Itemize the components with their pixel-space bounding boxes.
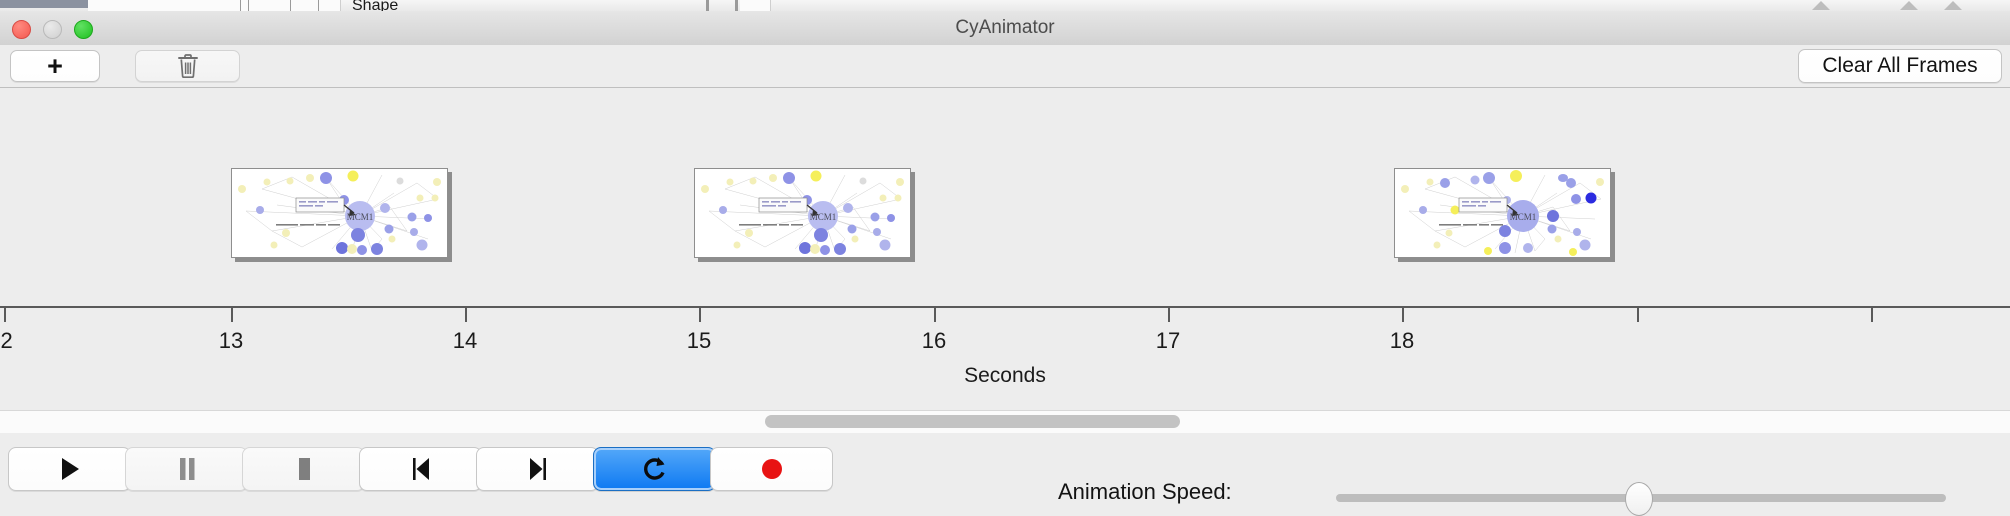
frame-thumbnail-2[interactable]: MCM1 <box>694 168 911 258</box>
timeline-ruler[interactable]: 12 13 14 15 16 17 18 Seconds <box>0 306 2010 410</box>
background-window-titlebar-fragment <box>0 0 88 8</box>
trash-icon <box>177 54 198 79</box>
animation-speed-label: Animation Speed: <box>1058 479 1232 504</box>
animation-speed-slider-thumb[interactable] <box>1625 482 1653 516</box>
ruler-tick <box>4 308 6 322</box>
background-window-label: Shape <box>352 0 399 11</box>
zoom-button[interactable] <box>74 20 93 39</box>
ruler-tick <box>699 308 701 322</box>
clear-all-frames-button[interactable]: Clear All Frames <box>1798 49 2002 83</box>
frame-toolbar: + Clear All Frames <box>0 45 2010 88</box>
skip-forward-icon <box>529 458 546 480</box>
plus-icon: + <box>47 50 63 81</box>
ruler-tick <box>231 308 233 322</box>
axis-title: Seconds <box>964 364 1046 387</box>
timeline-scrollbar[interactable] <box>0 410 2010 434</box>
record-button[interactable] <box>710 447 833 491</box>
network-graph-preview: MCM1 <box>238 170 441 255</box>
ruler-baseline <box>0 306 2010 308</box>
minimize-button[interactable] <box>43 20 62 39</box>
ruler-tick <box>1168 308 1170 322</box>
ruler-tick-label: 12 <box>0 328 13 353</box>
record-icon <box>761 459 782 479</box>
svg-text:MCM1: MCM1 <box>1510 212 1537 222</box>
frame-thumbnail-1[interactable]: MCM1 <box>231 168 448 258</box>
network-graph-preview: MCM1 <box>701 170 904 255</box>
loop-icon <box>643 457 665 480</box>
ruler-tick-label: 13 <box>218 328 244 353</box>
delete-frame-button[interactable] <box>135 50 240 82</box>
play-icon <box>61 458 79 480</box>
window-controls <box>12 20 93 39</box>
skip-to-end-button[interactable] <box>476 447 599 491</box>
svg-text:MCM1: MCM1 <box>347 212 374 222</box>
close-button[interactable] <box>12 20 31 39</box>
playback-bar: Animation Speed: <box>0 433 2010 516</box>
stop-icon <box>298 458 310 480</box>
skip-back-icon <box>412 458 429 480</box>
ruler-tick <box>1871 308 1873 322</box>
ruler-tick-label: 17 <box>1155 328 1181 353</box>
window-title: CyAnimator <box>955 17 1055 38</box>
window-titlebar: CyAnimator <box>0 11 2010 46</box>
scrollbar-thumb[interactable] <box>765 415 1180 428</box>
frame-strip[interactable]: MCM1 <box>0 88 2010 306</box>
ruler-tick <box>1637 308 1639 322</box>
ruler-tick <box>934 308 936 322</box>
ruler-tick <box>465 308 467 322</box>
frame-thumbnail-3[interactable]: MCM1 <box>1394 168 1611 258</box>
ruler-tick-label: 16 <box>921 328 947 353</box>
pause-icon <box>179 458 194 480</box>
ruler-tick <box>1402 308 1404 322</box>
skip-to-start-button[interactable] <box>359 447 482 491</box>
background-window-strip: Shape <box>0 0 2010 11</box>
timeline-panel: MCM1 <box>0 88 2010 410</box>
ruler-tick-label: 18 <box>1389 328 1415 353</box>
ruler-tick-label: 15 <box>686 328 712 353</box>
play-button[interactable] <box>8 447 131 491</box>
add-frame-button[interactable]: + <box>10 50 100 82</box>
ruler-tick-label: 14 <box>452 328 478 353</box>
stop-button[interactable] <box>242 447 365 491</box>
svg-text:MCM1: MCM1 <box>810 212 837 222</box>
pause-button[interactable] <box>125 447 248 491</box>
clear-all-frames-label: Clear All Frames <box>1822 54 1978 77</box>
network-graph-preview: MCM1 <box>1401 170 1604 256</box>
loop-button[interactable] <box>593 447 716 491</box>
